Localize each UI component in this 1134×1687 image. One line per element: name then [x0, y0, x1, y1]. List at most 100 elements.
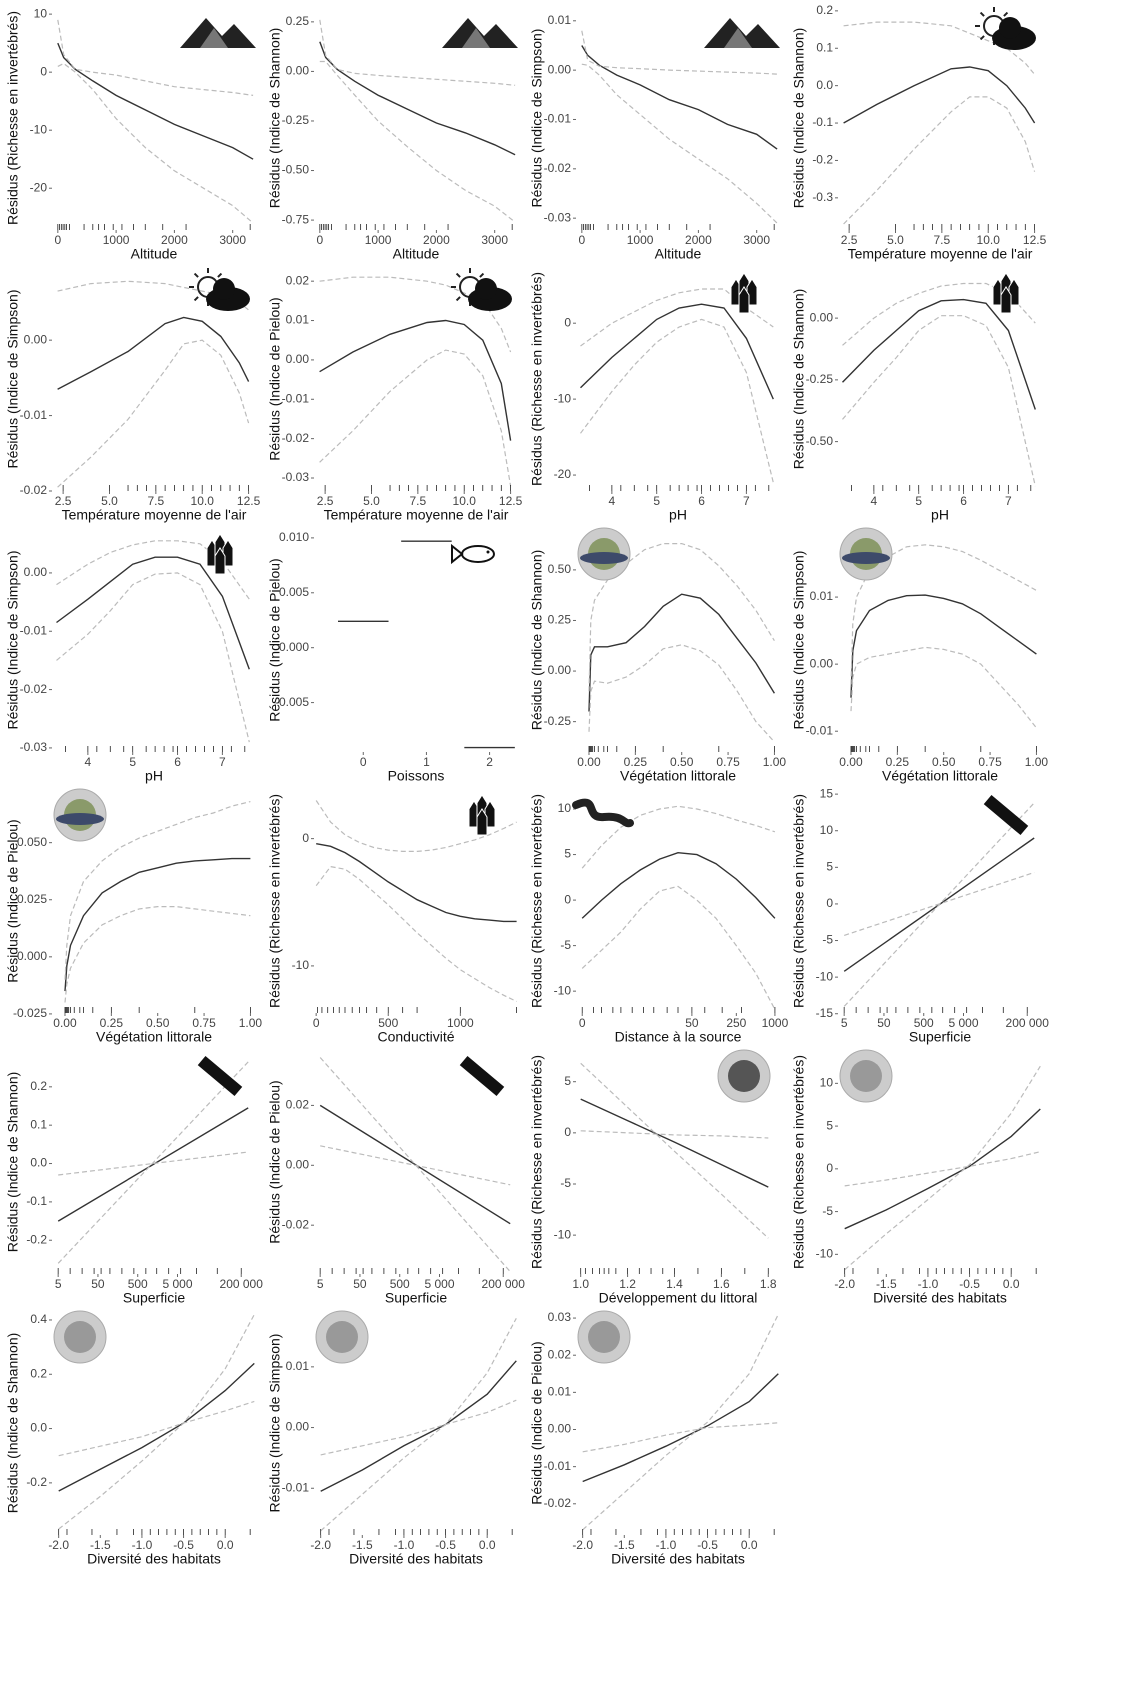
icon [717, 1049, 771, 1103]
y-axis-title: Résidus (Richesse en invertébrés) [791, 794, 807, 1008]
x-axis-title: Végétation littorale [620, 768, 736, 784]
y-axis-title: Résidus (Indice de Shannon) [5, 1072, 21, 1253]
y-tick-label: 0.2 [30, 1366, 47, 1380]
x-tick-label: 7 [1005, 494, 1012, 508]
y-axis-title: Résidus (Richesse en invertébrés) [5, 11, 21, 225]
x-tick-label: 0.25 [100, 1016, 124, 1030]
ci-line [580, 1062, 769, 1239]
y-tick-label: 0.00 [548, 1422, 572, 1436]
y-tick-label: -0.01 [806, 723, 834, 737]
y-tick-label: -5 [560, 938, 571, 952]
y-tick-label: 0.00 [286, 1157, 310, 1171]
icon [975, 7, 1036, 50]
icon-shape [572, 798, 634, 828]
y-tick-label: -5 [560, 1176, 571, 1190]
x-tick-label: 5 [915, 494, 922, 508]
fit-line [844, 1108, 1041, 1230]
y-tick-label: -0.1 [26, 1194, 47, 1208]
ci-line [58, 1400, 255, 1457]
y-tick-label: 0.50 [548, 562, 572, 576]
x-tick-label: 50 [685, 1016, 699, 1030]
ci-line [64, 906, 251, 1003]
icon-shape [580, 552, 628, 564]
y-tick-label: 0.00 [286, 64, 310, 78]
x-axis-title: Superficie [909, 1029, 971, 1045]
fit-line [319, 319, 512, 441]
x-tick-label: 7.5 [934, 233, 951, 247]
icon [53, 788, 107, 842]
y-tick-label: -0.01 [20, 408, 48, 422]
y-tick-label: 0.010 [279, 530, 309, 544]
icon-shape [1003, 11, 1009, 17]
fit-line [58, 1362, 255, 1492]
y-tick-label: 0.00 [810, 310, 834, 324]
fit-line [588, 593, 775, 712]
y-axis-title: Résidus (Indice de Simpson) [791, 551, 807, 730]
ci-line [315, 800, 517, 852]
y-tick-label: 0.025 [17, 892, 47, 906]
icon [315, 1310, 369, 1364]
y-tick-label: -0.005 [275, 695, 309, 709]
ci-line [64, 801, 251, 980]
y-axis-title: Résidus (Indice de Pielou) [267, 558, 283, 721]
ci-line [581, 30, 778, 75]
y-tick-label: 0 [826, 896, 833, 910]
x-tick-label: 1.0 [572, 1277, 589, 1291]
x-tick-label: 0.0 [741, 1538, 758, 1552]
icon-shape [475, 278, 497, 300]
x-axis-title: Température moyenne de l'air [324, 507, 509, 523]
x-tick-label: 4 [609, 494, 616, 508]
x-tick-label: 5 [55, 1277, 62, 1291]
y-tick-label: -5 [822, 933, 833, 947]
y-tick-label: -0.03 [20, 740, 48, 754]
y-tick-label: 10 [820, 1076, 834, 1090]
x-tick-label: 2 [486, 755, 493, 769]
x-tick-label: 12.5 [499, 494, 523, 508]
icon [992, 272, 1020, 314]
y-axis-title: Résidus (Richesse en invertébrés) [267, 794, 283, 1008]
x-tick-label: 2000 [161, 233, 188, 247]
ci-line [58, 1151, 249, 1176]
x-tick-label: 5 000 [162, 1277, 192, 1291]
fit-line [580, 303, 774, 400]
y-tick-label: 0.4 [30, 1312, 47, 1326]
x-tick-label: -0.5 [173, 1538, 194, 1552]
y-tick-label: 0.00 [286, 352, 310, 366]
x-tick-label: 0.0 [1003, 1277, 1020, 1291]
x-tick-label: 0.75 [716, 755, 740, 769]
x-tick-label: 0.00 [577, 755, 601, 769]
x-tick-label: 2000 [685, 233, 712, 247]
icon-shape [979, 35, 985, 41]
icon-shape [200, 28, 228, 48]
icon [53, 1310, 107, 1364]
x-axis-title: pH [145, 768, 163, 784]
x-tick-label: 6 [174, 755, 181, 769]
icon-shape [738, 286, 750, 314]
ci-line [582, 1314, 779, 1531]
x-tick-label: 5.0 [101, 494, 118, 508]
x-tick-label: 4 [871, 494, 878, 508]
icon-shape [455, 272, 461, 278]
x-tick-label: 0.00 [839, 755, 863, 769]
icon [704, 18, 780, 48]
fit-line [320, 1360, 517, 1492]
ci-line [320, 1145, 511, 1186]
y-axis-title: Résidus (Indice de Simpson) [529, 29, 545, 208]
y-tick-label: 0.02 [548, 1347, 572, 1361]
fit-line [57, 42, 254, 160]
x-tick-label: 0 [578, 233, 585, 247]
x-tick-label: 6 [698, 494, 705, 508]
x-tick-label: 5.0 [887, 233, 904, 247]
y-tick-label: -0.03 [282, 470, 310, 484]
x-tick-label: 7 [743, 494, 750, 508]
icon [839, 1049, 893, 1103]
icon-shape [180, 18, 256, 48]
y-tick-label: 0.01 [810, 589, 834, 603]
fit-line [580, 1098, 769, 1188]
icon-shape [213, 278, 235, 300]
ci-line [842, 315, 1036, 487]
fit-line [850, 594, 1037, 698]
y-tick-label: 0.02 [286, 273, 310, 287]
icon-shape [842, 552, 890, 564]
x-tick-label: 0.50 [146, 1016, 170, 1030]
